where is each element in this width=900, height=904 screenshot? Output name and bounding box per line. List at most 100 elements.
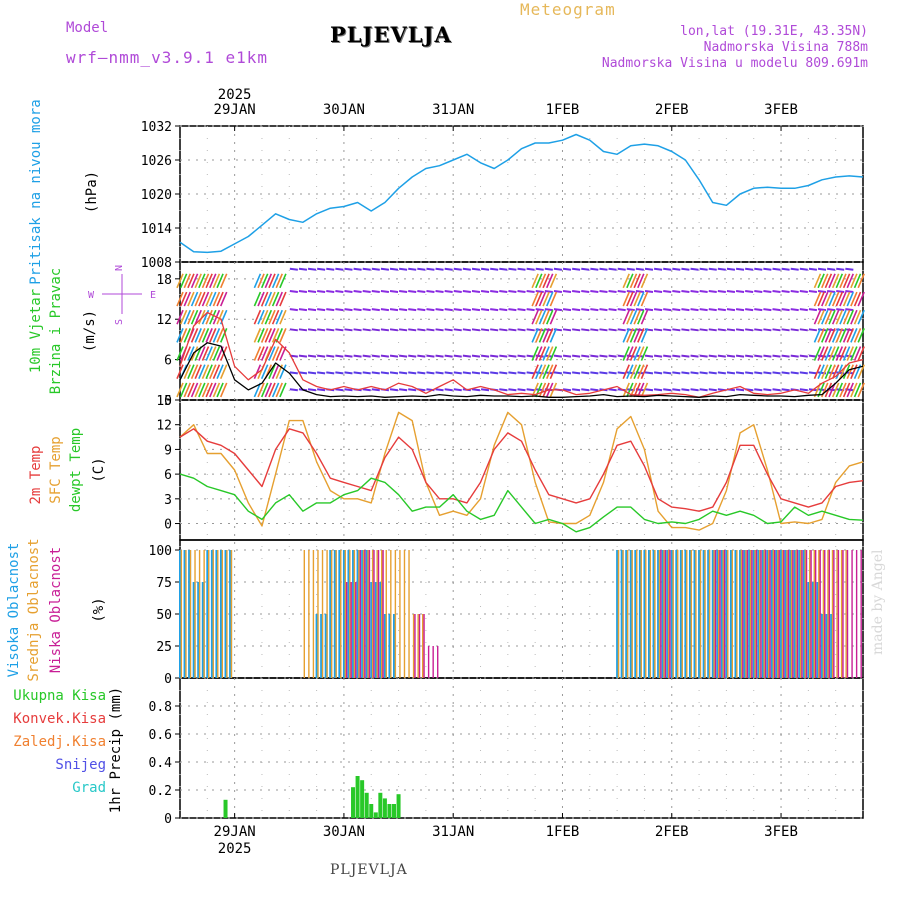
wind-arrow-strong: [190, 273, 199, 289]
wind-arrow-strong: [257, 291, 265, 307]
cloud-bar-high: [370, 582, 374, 678]
wind-arrow: [726, 328, 736, 332]
wind-arrow-strong: [835, 364, 844, 380]
wind-arrow-strong: [176, 346, 184, 361]
wind-arrow-strong: [187, 309, 195, 325]
wind-arrow: [599, 371, 608, 375]
wind-arrow: [426, 289, 435, 293]
wind-arrow-strong: [821, 309, 829, 325]
wind-arrow-strong: [538, 382, 547, 398]
wind-arrow: [362, 328, 371, 332]
wind-arrow-strong: [187, 382, 195, 398]
wind-arrow: [672, 371, 681, 375]
wind-arrow-strong: [260, 382, 269, 398]
wind-arrow: [289, 388, 298, 392]
cloud-bar-high: [693, 550, 697, 678]
wind-arrow: [590, 354, 599, 358]
cloud-bar-high: [625, 550, 629, 678]
wind-arrow-strong: [198, 346, 206, 361]
wind-arrow: [344, 388, 353, 392]
wind-arrow: [435, 354, 444, 358]
wind-arrow: [644, 388, 654, 392]
wind-arrow: [617, 328, 626, 332]
wind-arrow-strong: [545, 291, 554, 307]
wind-arrow: [353, 328, 362, 332]
wind-arrow: [362, 289, 371, 293]
wind-arrow-strong: [839, 346, 847, 361]
wind-arrow: [562, 354, 572, 358]
wind-arrow: [335, 388, 344, 392]
wind-arrow-strong: [831, 291, 840, 307]
wind-arrow-strong: [205, 346, 213, 361]
wind-arrow-strong: [640, 364, 649, 380]
wind-arrow: [490, 289, 499, 293]
wind-arrow: [608, 267, 617, 271]
wind-arrow-strong: [817, 346, 825, 361]
y-tick-label-clouds: 100: [149, 544, 172, 559]
wind-arrow: [790, 328, 799, 332]
wind-arrow-strong: [253, 273, 262, 289]
wind-arrow: [453, 308, 462, 312]
cloud-bar-high: [374, 582, 378, 678]
wind-arrow: [653, 308, 663, 312]
wind-arrow: [307, 267, 317, 271]
wind-arrow-strong: [622, 309, 630, 325]
wind-arrow: [326, 371, 335, 375]
wind-arrow-strong: [846, 346, 854, 361]
wind-arrow-strong: [201, 328, 210, 343]
wind-arrow: [663, 371, 672, 375]
wind-arrow-strong: [190, 309, 199, 325]
wind-arrow: [653, 328, 663, 332]
wind-arrow: [590, 371, 599, 375]
cloud-bar-high: [821, 614, 825, 678]
wind-arrow-strong: [622, 364, 630, 380]
x-tick-label-top: 29JAN: [214, 102, 256, 118]
cloud-bar-high: [616, 550, 620, 678]
wind-arrow: [499, 289, 508, 293]
precip-bar: [396, 794, 401, 818]
wind-arrow-strong: [194, 309, 202, 325]
dewpt-temp-line: [179, 473, 864, 533]
wind-arrow: [572, 354, 581, 358]
wind-arrow: [426, 354, 435, 358]
wind-arrow-strong: [253, 364, 262, 380]
wind-arrow-strong: [187, 346, 195, 361]
wind-arrow-strong: [538, 291, 547, 307]
cloud-bar-high: [324, 614, 328, 678]
wind-arrow: [617, 308, 626, 312]
wind-arrow: [663, 354, 672, 358]
wind-arrow-strong: [633, 291, 641, 307]
wind-arrow: [453, 267, 462, 271]
wind-arrow: [517, 354, 526, 358]
wind-arrow: [553, 289, 563, 293]
wind-arrow: [344, 308, 353, 312]
wind-arrow: [490, 308, 499, 312]
wind-arrow-strong: [622, 382, 630, 398]
cloud-bar-high: [675, 550, 679, 678]
cloud-bar-high: [183, 550, 187, 678]
wind-arrow-strong: [253, 346, 262, 361]
wind-arrow-strong: [626, 309, 634, 325]
wind-arrow: [380, 289, 390, 293]
wind-arrow: [499, 354, 508, 358]
wind-arrow: [307, 388, 317, 392]
wind-arrow: [380, 354, 390, 358]
wind-arrow: [353, 267, 362, 271]
wind-arrow: [799, 388, 808, 392]
wind-arrow-strong: [545, 364, 554, 380]
wind-arrow-strong: [179, 328, 188, 343]
wind-arrow: [572, 328, 581, 332]
precip-bar: [351, 787, 356, 818]
y-label-cloud-low: Niska Oblacnost: [48, 547, 64, 673]
wind-arrow-strong: [216, 364, 224, 380]
precip-legend-item: Zaledj.Kisa: [13, 734, 106, 750]
wind-arrow-strong: [209, 273, 217, 289]
y-tick-label-pressure: 1014: [141, 222, 172, 237]
wind-arrow: [781, 289, 790, 293]
y-tick-label-wind: 6: [164, 354, 172, 369]
wind-arrow: [289, 289, 298, 293]
wind-arrow-strong: [839, 309, 847, 325]
wind-arrow: [754, 371, 763, 375]
wind-arrow-strong: [260, 309, 269, 325]
wind-arrow-strong: [637, 309, 645, 325]
